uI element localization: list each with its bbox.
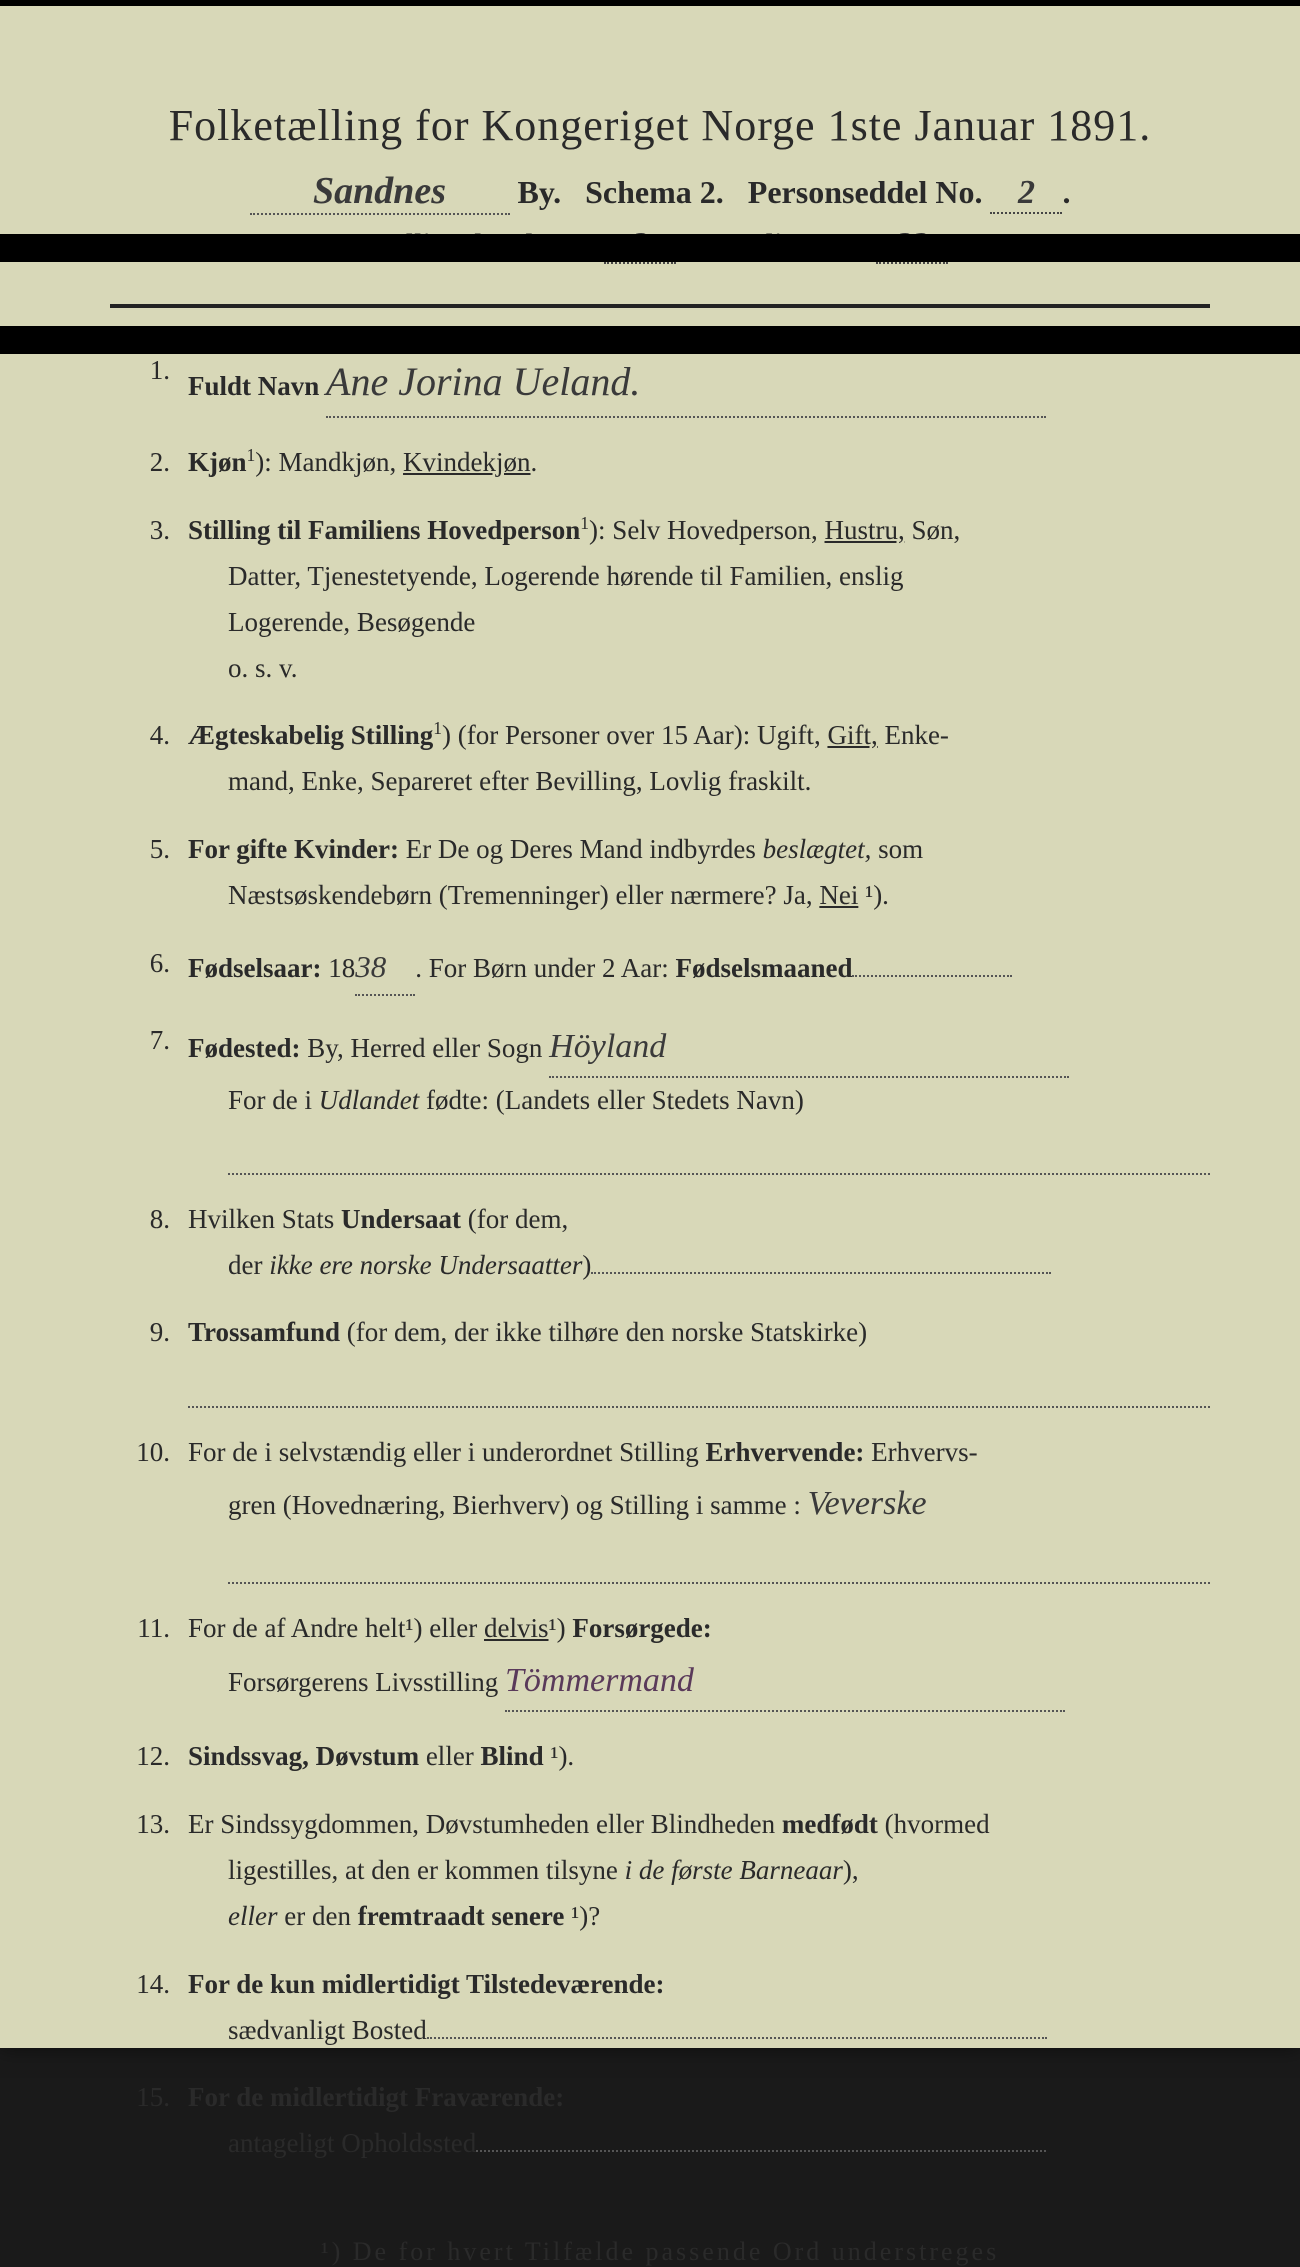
item-11: 11. For de af Andre helt¹) eller delvis¹… — [110, 1606, 1210, 1712]
item-13: 13. Er Sindssygdommen, Døvstumheden elle… — [110, 1802, 1210, 1940]
item-9: 9. Trossamfund (for dem, der ikke tilhør… — [110, 1310, 1210, 1407]
item-7: 7. Fødested: By, Herred eller Sogn Höyla… — [110, 1018, 1210, 1175]
scan-artifact — [0, 234, 1300, 262]
item-8: 8. Hvilken Stats Undersaat (for dem, der… — [110, 1197, 1210, 1289]
occupation: Veverske — [808, 1485, 927, 1522]
personseddel-no: 2 — [990, 174, 1062, 214]
label-kjon: Kjøn — [188, 447, 247, 477]
label-stilling: Stilling til Familiens Hovedperson — [188, 515, 580, 545]
kvindekjon: Kvindekjøn — [403, 447, 531, 477]
by-label: By. — [518, 174, 562, 210]
scan-artifact — [0, 326, 1300, 354]
item-14: 14. For de kun midlertidigt Tilstedevære… — [110, 1962, 1210, 2054]
personseddel-label: Personseddel No. — [748, 174, 983, 210]
item-15: 15. For de midlertidigt Fraværende: anta… — [110, 2075, 1210, 2167]
item-2: 2. Kjøn1): Mandkjøn, Kvindekjøn. — [110, 440, 1210, 486]
header-row-1: Sandnes By. Schema 2. Personseddel No. 2… — [110, 169, 1210, 215]
provider-occupation: Tömmermand — [505, 1662, 694, 1699]
item-5: 5. For gifte Kvinder: Er De og Deres Man… — [110, 827, 1210, 919]
full-name-value: Ane Jorina Ueland. — [326, 359, 640, 404]
birth-year: 38 — [355, 941, 415, 996]
item-1: 1. Fuldt Navn Ane Jorina Ueland. — [110, 348, 1210, 418]
label-aegteskab: Ægteskabelig Stilling — [188, 720, 433, 750]
document-page: Folketælling for Kongeriget Norge 1ste J… — [0, 0, 1300, 2048]
item-10: 10. For de i selvstændig eller i underor… — [110, 1430, 1210, 1585]
item-4: 4. Ægteskabelig Stilling1) (for Personer… — [110, 713, 1210, 805]
label-fuldt-navn: Fuldt Navn — [188, 371, 319, 401]
schema-label: Schema 2. — [585, 174, 724, 210]
divider — [110, 304, 1210, 308]
form-title: Folketælling for Kongeriget Norge 1ste J… — [110, 100, 1210, 151]
item-12: 12. Sindssvag, Døvstum eller Blind ¹). — [110, 1734, 1210, 1780]
city-handwritten: Sandnes — [313, 170, 446, 212]
item-3: 3. Stilling til Familiens Hovedperson1):… — [110, 508, 1210, 692]
item-6: 6. Fødselsaar: 1838. For Børn under 2 Aa… — [110, 941, 1210, 996]
birthplace: Höyland — [549, 1028, 666, 1065]
footnote: ¹) De for hvert Tilfælde passende Ord un… — [110, 2237, 1210, 2267]
